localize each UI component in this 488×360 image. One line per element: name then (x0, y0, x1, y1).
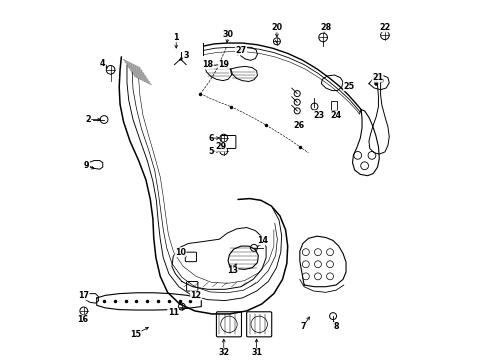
Text: 29: 29 (215, 142, 226, 151)
Text: 7: 7 (300, 323, 305, 332)
Text: 14: 14 (257, 236, 267, 245)
Text: 23: 23 (313, 111, 324, 120)
Circle shape (374, 82, 377, 85)
Text: 25: 25 (343, 82, 354, 91)
Text: 28: 28 (320, 23, 331, 32)
Text: 6: 6 (207, 134, 213, 143)
Text: 19: 19 (218, 60, 229, 69)
Text: 21: 21 (371, 73, 383, 82)
Text: 2: 2 (85, 115, 91, 124)
FancyBboxPatch shape (246, 312, 271, 337)
Text: 15: 15 (130, 330, 141, 339)
Text: 12: 12 (190, 291, 201, 300)
Text: 17: 17 (78, 291, 89, 300)
Text: 16: 16 (77, 315, 88, 324)
FancyBboxPatch shape (185, 252, 196, 262)
Text: 3: 3 (183, 51, 188, 60)
Text: 8: 8 (333, 323, 338, 332)
Text: 4: 4 (100, 59, 105, 68)
Text: 20: 20 (271, 23, 282, 32)
Text: 5: 5 (207, 147, 213, 156)
Text: 9: 9 (84, 161, 89, 170)
FancyBboxPatch shape (216, 312, 241, 337)
Text: 26: 26 (292, 121, 304, 130)
Text: 11: 11 (167, 308, 178, 317)
Text: 10: 10 (175, 248, 185, 257)
Text: 30: 30 (222, 30, 233, 39)
FancyBboxPatch shape (221, 135, 235, 148)
Text: 24: 24 (330, 111, 341, 120)
Text: 27: 27 (235, 46, 246, 55)
Text: 31: 31 (250, 348, 262, 357)
Text: 22: 22 (379, 23, 390, 32)
FancyBboxPatch shape (186, 282, 198, 291)
Text: 18: 18 (202, 60, 213, 69)
Text: 1: 1 (173, 33, 179, 42)
Circle shape (379, 79, 383, 82)
Text: 32: 32 (218, 348, 229, 357)
Text: 13: 13 (226, 266, 238, 275)
